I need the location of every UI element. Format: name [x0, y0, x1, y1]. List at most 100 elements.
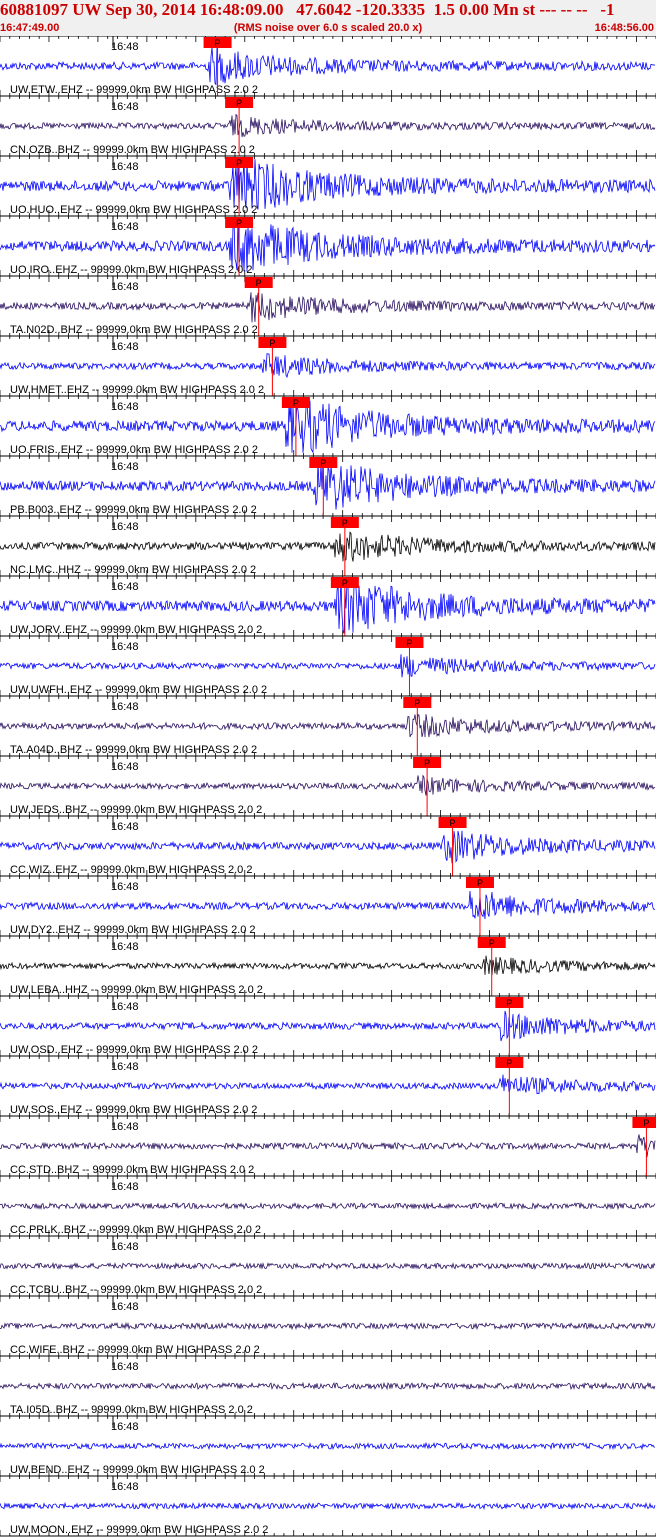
- waveform-line: [0, 1134, 656, 1158]
- waveform-line: [0, 713, 656, 738]
- pick-marker: [632, 1117, 656, 1128]
- waveform-line: [0, 1261, 656, 1271]
- minute-label: 16:48: [111, 1121, 139, 1133]
- trace-row: 16:48 UO.HUO..EHZ -- 99999.0km BW HIGHPAS…: [0, 155, 656, 216]
- start-time: 16:47:49.00: [0, 22, 60, 34]
- pick-label: P: [236, 158, 242, 168]
- pick-label: P: [477, 878, 483, 888]
- waveform-line: [0, 113, 656, 138]
- station-label: TA.I05D..BHZ -- 99999.0km BW HIGHPASS 2.…: [10, 1404, 253, 1416]
- minute-label: 16:48: [111, 581, 139, 593]
- pick-marker: [495, 1057, 524, 1068]
- trace-row: 16:48 PB.B003..EHZ -- 99999.0km BW HIGHPA…: [0, 455, 656, 516]
- waveform-line: [0, 47, 656, 86]
- pick-label: P: [256, 278, 262, 288]
- minute-label: 16:48: [111, 401, 139, 413]
- minute-label: 16:48: [111, 341, 139, 353]
- waveform-line: [0, 890, 656, 920]
- trace-row: 16:48 CN.OZB..BHZ -- 99999.0km BW HIGHPAS…: [0, 95, 656, 156]
- trace-row: 16:48 CC.WIFE..BHZ -- 99999.0km BW HIGHPA…: [0, 1295, 656, 1356]
- trace-row: 16:48 UO.IRO..EHZ -- 99999.0km BW HIGHPAS…: [0, 215, 656, 276]
- trace-row: 16:48 TA.A04D..BHZ -- 99999.0km BW HIGHPA…: [0, 695, 656, 756]
- trace-row: 16:48 UW.BEND..EHZ -- 99999.0km BW HIGHPA…: [0, 1415, 656, 1476]
- trace-row: 16:48 UW.LEBA..HHZ -- 99999.0km BW HIGHPA…: [0, 935, 656, 996]
- waveform-line: [0, 353, 656, 379]
- trace-row: 16:48 CC.WIZ..EHZ -- 99999.0km BW HIGHPAS…: [0, 815, 656, 876]
- station-label: PB.B003..EHZ -- 99999.0km BW HIGHPASS 2.…: [10, 504, 257, 516]
- minute-label: 16:48: [111, 521, 139, 533]
- waveform-line: [0, 1074, 656, 1095]
- minute-label: 16:48: [111, 821, 139, 833]
- waveform-line: [0, 460, 656, 510]
- waveform-line: [0, 400, 656, 454]
- pick-label: P: [342, 578, 348, 588]
- pick-label: P: [269, 338, 275, 348]
- pick-marker: [413, 757, 442, 768]
- pick-marker: [438, 817, 467, 828]
- minute-label: 16:48: [111, 41, 139, 53]
- minute-label: 16:48: [111, 641, 139, 653]
- minute-label: 16:48: [111, 1481, 139, 1493]
- waveform-line: [0, 1381, 656, 1391]
- minute-label: 16:48: [111, 1301, 139, 1313]
- pick-marker: [495, 997, 524, 1008]
- trace-row: 16:48 UW.HMET..EHZ -- 99999.0km BW HIGHPA…: [0, 335, 656, 396]
- trace-row: 16:48 UW.MOON..EHZ -- 99999.0km BW HIGHPA…: [0, 1475, 656, 1536]
- station-label: UW.LEBA..HHZ -- 99999.0km BW HIGHPASS 2.…: [10, 984, 263, 996]
- pick-label: P: [450, 818, 456, 828]
- pick-label: P: [489, 938, 495, 948]
- minute-label: 16:48: [111, 221, 139, 233]
- trace-row: 16:48 TA.N02D..BHZ -- 99999.0km BW HIGHPA…: [0, 275, 656, 336]
- station-label: CC.STD..BHZ -- 99999.0km BW HIGHPASS 2.0…: [10, 1164, 254, 1176]
- pick-label: P: [320, 458, 326, 468]
- waveform-line: [0, 292, 656, 323]
- station-label: CC.WIFE..BHZ -- 99999.0km BW HIGHPASS 2.…: [10, 1344, 260, 1356]
- minute-label: 16:48: [111, 1421, 139, 1433]
- pick-marker: [395, 637, 424, 648]
- waveform-line: [0, 1201, 656, 1211]
- minute-label: 16:48: [111, 161, 139, 173]
- waveform-line: [0, 1010, 656, 1042]
- waveform-line: [0, 1441, 655, 1451]
- trace-row: 16:48 UW.SOS..EHZ -- 99999.0km BW HIGHPAS…: [0, 1055, 656, 1116]
- pick-marker: [203, 37, 232, 48]
- pick-marker: [465, 877, 494, 888]
- pick-label: P: [414, 698, 420, 708]
- minute-label: 16:48: [111, 461, 139, 473]
- trace-row: 16:48 CC.TCBU..BHZ -- 99999.0km BW HIGHPA…: [0, 1235, 656, 1296]
- station-label: CC.TCBU..BHZ -- 99999.0km BW HIGHPASS 2.…: [10, 1284, 262, 1296]
- seismogram-plot: 16:48 UW.ETW..EHZ -- 99999.0km BW HIGHPAS…: [0, 36, 656, 1537]
- trace-row: 16:48 UW.JEDS..BHZ -- 99999.0km BW HIGHPA…: [0, 755, 656, 816]
- waveform-line: [0, 531, 656, 562]
- trace-row: 16:48 UW.JORV..EHZ -- 99999.0km BW HIGHPA…: [0, 575, 656, 636]
- minute-label: 16:48: [111, 1241, 139, 1253]
- waveform-line: [0, 774, 656, 796]
- minute-label: 16:48: [111, 881, 139, 893]
- minute-label: 16:48: [111, 281, 139, 293]
- rms-note: (RMS noise over 6.0 s scaled 20.0 x): [233, 22, 423, 34]
- trace-row: 16:48 UW.ETW..EHZ -- 99999.0km BW HIGHPAS…: [0, 36, 656, 96]
- pick-label: P: [342, 518, 348, 528]
- pick-marker: [309, 457, 338, 468]
- pick-marker: [225, 157, 254, 168]
- station-label: UO.IRO..EHZ -- 99999.0km BW HIGHPASS 2.0…: [10, 264, 252, 276]
- station-label: UW.SOS..EHZ -- 99999.0km BW HIGHPASS 2.0…: [10, 1104, 257, 1116]
- station-label: NC.LMC..HHZ -- 99999.0km BW HIGHPASS 2.0…: [10, 564, 256, 576]
- waveform-line: [0, 654, 656, 678]
- pick-label: P: [506, 1058, 512, 1068]
- minute-label: 16:48: [111, 761, 139, 773]
- minute-label: 16:48: [111, 941, 139, 953]
- pick-label: P: [236, 98, 242, 108]
- waveform-line: [0, 159, 656, 210]
- pick-label: P: [643, 1118, 649, 1128]
- waveform-line: [0, 955, 656, 976]
- minute-label: 16:48: [111, 1361, 139, 1373]
- station-label: CC.WIZ..EHZ -- 99999.0km BW HIGHPASS 2.0…: [10, 864, 252, 876]
- trace-row: 16:48 CC.STD..BHZ -- 99999.0km BW HIGHPAS…: [0, 1115, 656, 1176]
- pick-marker: [330, 517, 359, 528]
- end-time: 16:48:56.00: [594, 22, 654, 34]
- trace-row: 16:48 NC.LMC..HHZ -- 99999.0km BW HIGHPAS…: [0, 515, 656, 576]
- event-title: 60881097 UW Sep 30, 2014 16:48:09.00 47.…: [0, 0, 615, 19]
- station-label: TA.N02D..BHZ -- 99999.0km BW HIGHPASS 2.…: [10, 324, 258, 336]
- pick-label: P: [424, 758, 430, 768]
